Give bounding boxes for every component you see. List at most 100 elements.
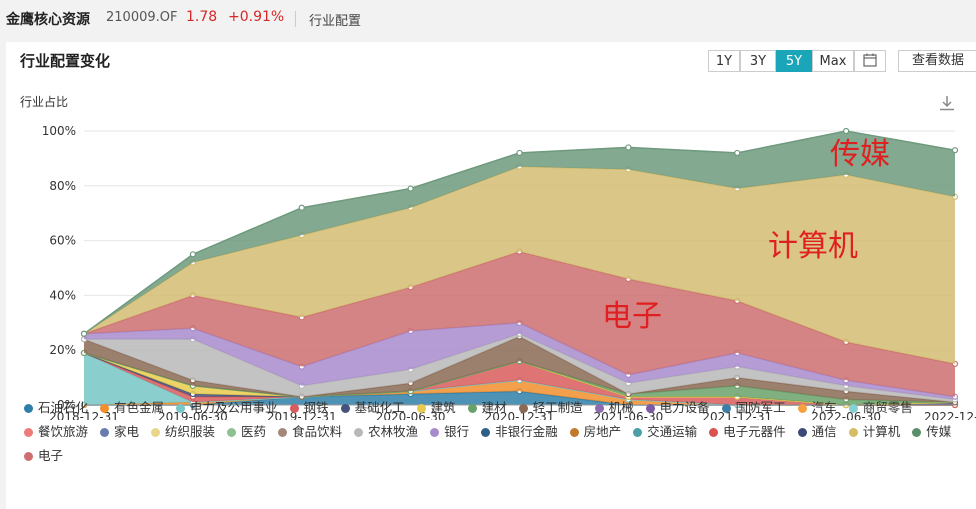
- legend-item[interactable]: 餐饮旅游: [24, 420, 88, 444]
- legend-label: 汽车: [811, 400, 837, 415]
- legend-swatch: [797, 428, 807, 437]
- legend-label: 建材: [481, 400, 507, 415]
- range-3y-button[interactable]: 3Y: [740, 50, 776, 72]
- top-bar: 金鹰核心资源 210009.OF 1.78 +0.91% 行业配置: [0, 0, 976, 38]
- legend-swatch: [518, 404, 528, 413]
- legend-item[interactable]: 国防军工: [721, 396, 786, 420]
- legend-swatch: [151, 428, 161, 437]
- legend-item[interactable]: 食品饮料: [278, 420, 342, 444]
- area-石油石化: [84, 391, 955, 405]
- legend-label: 计算机: [862, 424, 901, 439]
- x-tick-label: 2019-06-30: [158, 410, 228, 420]
- legend-item[interactable]: 建材: [467, 396, 507, 420]
- legend-item[interactable]: 电力及公用事业: [176, 396, 278, 420]
- range-max-button[interactable]: Max: [812, 50, 854, 72]
- legend-label: 有色金属: [114, 400, 165, 415]
- fund-name: 金鹰核心资源: [6, 12, 90, 28]
- legend-item[interactable]: 传媒: [912, 420, 951, 444]
- x-tick-label: 2019-12-31: [267, 410, 337, 420]
- legend-swatch: [430, 428, 440, 437]
- area-银行: [84, 322, 955, 400]
- y-tick-label: 80%: [49, 179, 76, 193]
- y-tick-label: 100%: [42, 124, 76, 138]
- legend-item[interactable]: 建筑: [416, 396, 456, 420]
- area-农林牧渔: [84, 333, 955, 403]
- legend-swatch: [289, 404, 299, 413]
- fund-code: 210009.OF: [106, 10, 178, 25]
- divider: [295, 11, 296, 27]
- legend-item[interactable]: 电力设备: [645, 396, 710, 420]
- legend-label: 银行: [444, 424, 470, 439]
- legend-item[interactable]: 电子元器件: [709, 420, 786, 444]
- legend-item[interactable]: 交通运输: [633, 420, 697, 444]
- breadcrumb[interactable]: 行业配置: [309, 14, 362, 29]
- legend-label: 农林牧渔: [368, 424, 419, 439]
- range-5y-button[interactable]: 5Y: [776, 50, 812, 72]
- legend-swatch: [354, 428, 364, 437]
- legend-item[interactable]: 医药: [227, 420, 266, 444]
- x-tick-label: 2021-06-30: [594, 410, 664, 420]
- legend-swatch: [912, 428, 922, 437]
- legend-swatch: [24, 428, 33, 437]
- legend-item[interactable]: 家电: [100, 420, 139, 444]
- legend-item[interactable]: 钢铁: [289, 396, 329, 420]
- legend-item[interactable]: 通信: [797, 420, 837, 444]
- x-tick-label: 2022-06-30: [811, 410, 881, 420]
- legend-swatch: [848, 404, 858, 413]
- legend-label: 钢铁: [303, 400, 329, 415]
- download-icon[interactable]: [939, 95, 955, 115]
- legend-item[interactable]: 石油石化: [24, 396, 88, 420]
- legend-item[interactable]: 轻工制造: [518, 396, 583, 420]
- legend-label: 建筑: [430, 400, 456, 415]
- range-1y-button[interactable]: 1Y: [708, 50, 740, 72]
- area-轻工制造: [84, 336, 955, 403]
- legend-label: 非银行金融: [495, 424, 558, 439]
- y-tick-label: 40%: [49, 288, 76, 302]
- legend-item[interactable]: 商贸零售: [848, 396, 913, 420]
- legend-swatch: [278, 428, 288, 437]
- legend-label: 医药: [241, 424, 267, 439]
- legend-label: 通信: [811, 424, 837, 439]
- fund-change: +0.91%: [228, 9, 285, 25]
- area-传媒(主): [84, 131, 955, 334]
- y-tick-label: 60%: [49, 234, 76, 248]
- card-title: 行业配置变化: [20, 52, 111, 70]
- legend-item[interactable]: 农林牧渔: [354, 420, 418, 444]
- view-data-button[interactable]: 查看数据: [898, 50, 976, 72]
- legend-swatch: [594, 404, 604, 413]
- area-建材: [84, 352, 955, 405]
- legend-label: 电力设备: [659, 400, 710, 415]
- legend-item[interactable]: 汽车: [797, 396, 837, 420]
- legend-item[interactable]: 有色金属: [100, 396, 164, 420]
- x-tick-label: 2022-12-3: [924, 410, 976, 420]
- calendar-icon[interactable]: [854, 50, 886, 72]
- point-传媒(主): [407, 185, 414, 192]
- legend-swatch: [645, 404, 655, 413]
- fund-price: 1.78: [186, 9, 218, 25]
- legend-item[interactable]: 电子: [24, 444, 63, 468]
- legend-label: 商贸零售: [862, 400, 913, 415]
- legend-item[interactable]: 计算机: [848, 420, 901, 444]
- legend-item[interactable]: 机械: [594, 396, 634, 420]
- legend-item[interactable]: 纺织服装: [151, 420, 215, 444]
- area-电子: [84, 251, 955, 397]
- legend-label: 传媒: [926, 424, 952, 439]
- legend-label: 交通运输: [647, 424, 698, 439]
- point-传媒(主): [80, 330, 88, 337]
- legend-label: 房地产: [583, 424, 622, 439]
- y-tick-label: 20%: [49, 343, 76, 357]
- legend-item[interactable]: 基础化工: [340, 396, 405, 420]
- legend-item[interactable]: 房地产: [569, 420, 622, 444]
- legend-swatch: [848, 428, 858, 437]
- legend-label: 石油石化: [38, 400, 89, 415]
- area-钢铁: [84, 352, 955, 405]
- legend-item[interactable]: 非银行金融: [481, 420, 558, 444]
- point-传媒(主): [951, 147, 959, 154]
- legend-swatch: [24, 452, 33, 461]
- legend-label: 机械: [608, 400, 634, 415]
- legend-item[interactable]: 银行: [430, 420, 469, 444]
- legend-label: 国防军工: [735, 400, 786, 415]
- point-传媒(主): [516, 149, 523, 157]
- legend-label: 轻工制造: [532, 400, 583, 415]
- legend-swatch: [176, 404, 186, 413]
